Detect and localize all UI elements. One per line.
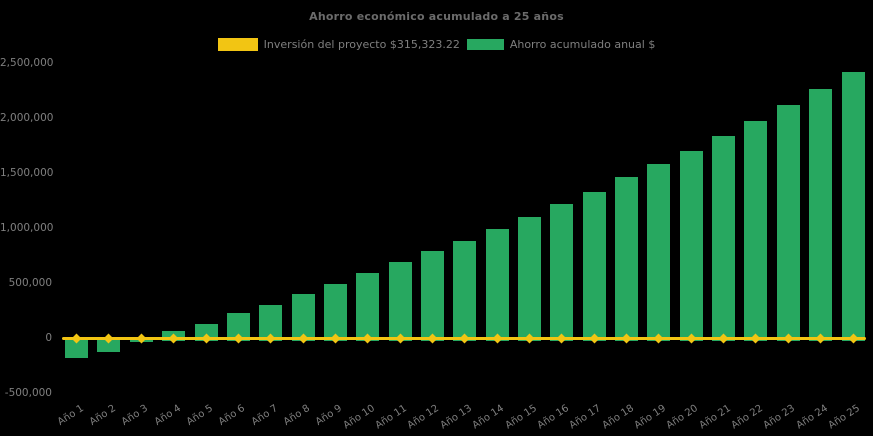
legend-label-investment: Inversión del proyecto $315,323.22	[263, 37, 460, 51]
y-tick-label: 1,000,000	[0, 221, 54, 234]
bar-año-23	[776, 105, 800, 341]
bar-año-13	[453, 241, 477, 341]
y-tick-label: 2,500,000	[0, 56, 54, 69]
bar-año-24	[809, 88, 833, 341]
y-tick-label: -500,000	[4, 386, 52, 399]
bar-año-11	[388, 262, 412, 341]
bar-año-16	[550, 203, 574, 341]
y-tick-label: 0	[45, 331, 52, 344]
bar-año-21	[712, 135, 736, 341]
y-tick-label: 500,000	[8, 276, 52, 289]
investment-swatch	[217, 37, 258, 51]
bar-año-1	[65, 338, 89, 358]
investment-line-marker	[136, 333, 147, 344]
legend-item-savings: Ahorro acumulado anual $	[466, 37, 656, 51]
y-tick-label: 1,500,000	[0, 166, 54, 179]
bar-año-6	[226, 313, 250, 341]
bar-año-5	[194, 323, 218, 341]
savings-swatch	[466, 38, 504, 50]
bar-año-18	[615, 177, 639, 341]
bar-año-20	[679, 150, 703, 341]
bar-año-19	[647, 164, 671, 341]
bar-año-9	[323, 284, 347, 341]
y-tick-label: 2,000,000	[0, 111, 54, 124]
legend-label-savings: Ahorro acumulado anual $	[509, 37, 656, 51]
bar-año-22	[744, 120, 768, 341]
bar-año-8	[291, 294, 315, 341]
bar-año-15	[518, 216, 541, 341]
bar-año-2	[97, 338, 121, 353]
bar-año-14	[485, 229, 509, 341]
bar-año-17	[582, 191, 606, 341]
bar-año-25	[841, 72, 865, 341]
bar-año-10	[356, 273, 380, 341]
bar-año-12	[420, 251, 444, 341]
bar-año-7	[259, 304, 283, 341]
chart-title: Ahorro económico acumulado a 25 años	[309, 10, 564, 23]
legend: Inversión del proyecto $315,323.22 Ahorr…	[0, 33, 873, 55]
legend-item-investment: Inversión del proyecto $315,323.22	[217, 37, 460, 51]
